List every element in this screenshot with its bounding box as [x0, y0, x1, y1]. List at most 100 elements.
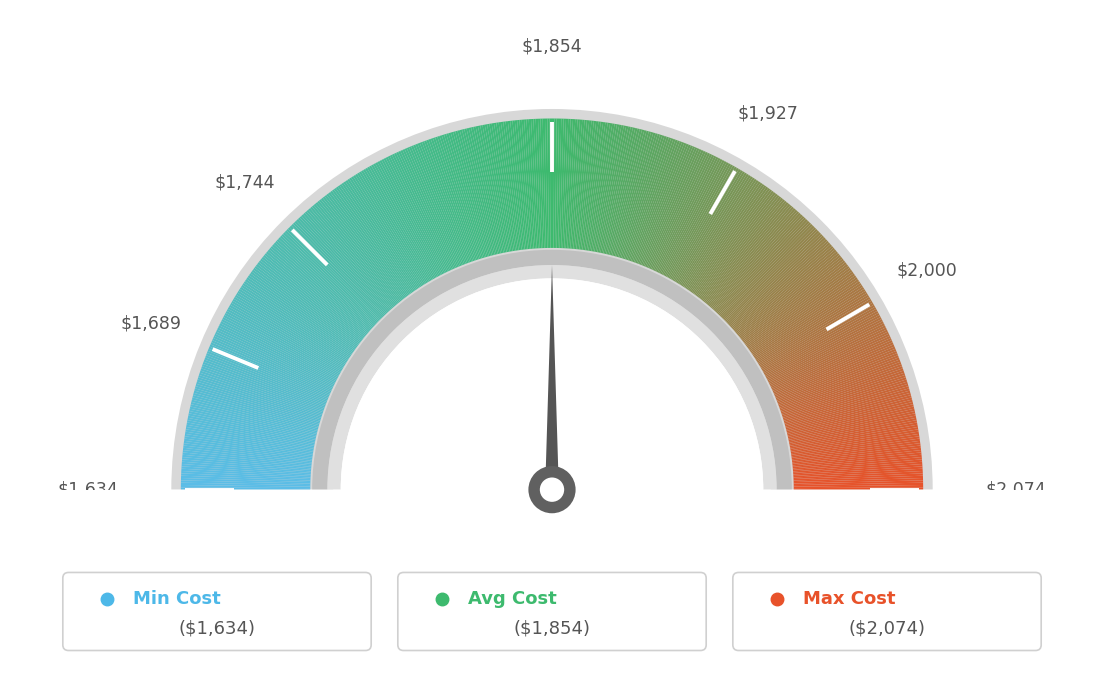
Wedge shape: [609, 129, 643, 255]
Wedge shape: [561, 119, 569, 248]
Wedge shape: [349, 177, 422, 287]
Wedge shape: [729, 235, 825, 325]
Wedge shape: [184, 436, 312, 456]
Bar: [57, 490, 1047, 690]
Wedge shape: [267, 250, 368, 335]
Wedge shape: [666, 162, 729, 277]
Wedge shape: [726, 233, 821, 323]
Wedge shape: [197, 382, 321, 421]
Wedge shape: [310, 207, 395, 306]
Wedge shape: [422, 141, 469, 264]
Wedge shape: [757, 295, 869, 364]
Wedge shape: [550, 119, 552, 248]
Wedge shape: [187, 422, 315, 447]
Wedge shape: [794, 485, 923, 488]
Wedge shape: [581, 121, 598, 250]
Text: $1,927: $1,927: [737, 104, 798, 122]
Wedge shape: [181, 483, 310, 486]
Wedge shape: [789, 418, 916, 444]
Wedge shape: [469, 128, 499, 254]
Wedge shape: [227, 307, 341, 372]
Wedge shape: [361, 170, 429, 282]
Wedge shape: [232, 301, 344, 368]
Wedge shape: [615, 131, 651, 257]
Wedge shape: [645, 147, 698, 267]
Wedge shape: [786, 400, 913, 433]
Wedge shape: [369, 166, 434, 279]
Wedge shape: [181, 471, 310, 479]
Wedge shape: [740, 255, 841, 338]
Wedge shape: [322, 197, 404, 299]
Wedge shape: [778, 357, 900, 405]
Wedge shape: [643, 146, 693, 266]
Wedge shape: [611, 130, 645, 255]
Wedge shape: [210, 344, 330, 397]
Wedge shape: [788, 413, 915, 442]
Wedge shape: [755, 289, 866, 360]
Wedge shape: [733, 244, 832, 331]
Wedge shape: [725, 230, 819, 322]
Wedge shape: [279, 235, 375, 325]
Wedge shape: [771, 330, 888, 386]
Wedge shape: [301, 215, 390, 311]
Wedge shape: [794, 473, 923, 480]
Wedge shape: [489, 124, 512, 251]
Wedge shape: [450, 132, 488, 257]
Wedge shape: [187, 420, 315, 446]
Wedge shape: [793, 460, 922, 471]
Wedge shape: [314, 204, 397, 304]
Wedge shape: [793, 453, 922, 467]
Wedge shape: [221, 319, 338, 380]
Wedge shape: [193, 393, 319, 428]
Wedge shape: [601, 126, 628, 253]
Wedge shape: [461, 129, 495, 255]
Wedge shape: [773, 338, 892, 392]
Wedge shape: [446, 133, 485, 258]
Wedge shape: [753, 283, 861, 356]
Wedge shape: [346, 180, 418, 289]
Wedge shape: [359, 171, 427, 283]
Wedge shape: [690, 186, 766, 293]
Wedge shape: [730, 237, 826, 326]
Wedge shape: [208, 348, 328, 400]
Wedge shape: [793, 450, 922, 465]
Wedge shape: [263, 255, 364, 338]
Wedge shape: [671, 167, 736, 280]
Wedge shape: [763, 307, 877, 372]
Wedge shape: [565, 119, 575, 248]
Wedge shape: [734, 246, 834, 332]
Wedge shape: [197, 380, 321, 420]
Wedge shape: [394, 152, 450, 271]
Wedge shape: [752, 281, 860, 355]
FancyBboxPatch shape: [63, 573, 371, 651]
Wedge shape: [368, 167, 433, 280]
Wedge shape: [689, 184, 764, 291]
Wedge shape: [357, 172, 426, 284]
Wedge shape: [572, 120, 585, 249]
Wedge shape: [787, 404, 914, 435]
Wedge shape: [392, 154, 449, 272]
Wedge shape: [457, 130, 492, 256]
Wedge shape: [184, 434, 314, 455]
Wedge shape: [194, 388, 319, 425]
Wedge shape: [783, 377, 906, 418]
Wedge shape: [778, 359, 901, 406]
Wedge shape: [198, 377, 321, 418]
Wedge shape: [540, 119, 545, 248]
Wedge shape: [749, 273, 854, 350]
Wedge shape: [765, 313, 880, 376]
Wedge shape: [543, 119, 548, 248]
Wedge shape: [782, 375, 905, 416]
Wedge shape: [790, 432, 919, 453]
Wedge shape: [672, 168, 739, 281]
Wedge shape: [182, 455, 311, 469]
Wedge shape: [351, 176, 423, 286]
Wedge shape: [567, 119, 577, 248]
Wedge shape: [765, 315, 881, 377]
Text: $1,854: $1,854: [522, 38, 582, 56]
Wedge shape: [480, 125, 507, 253]
Wedge shape: [792, 441, 921, 460]
Wedge shape: [187, 425, 314, 449]
Wedge shape: [627, 137, 669, 260]
Wedge shape: [415, 144, 465, 265]
